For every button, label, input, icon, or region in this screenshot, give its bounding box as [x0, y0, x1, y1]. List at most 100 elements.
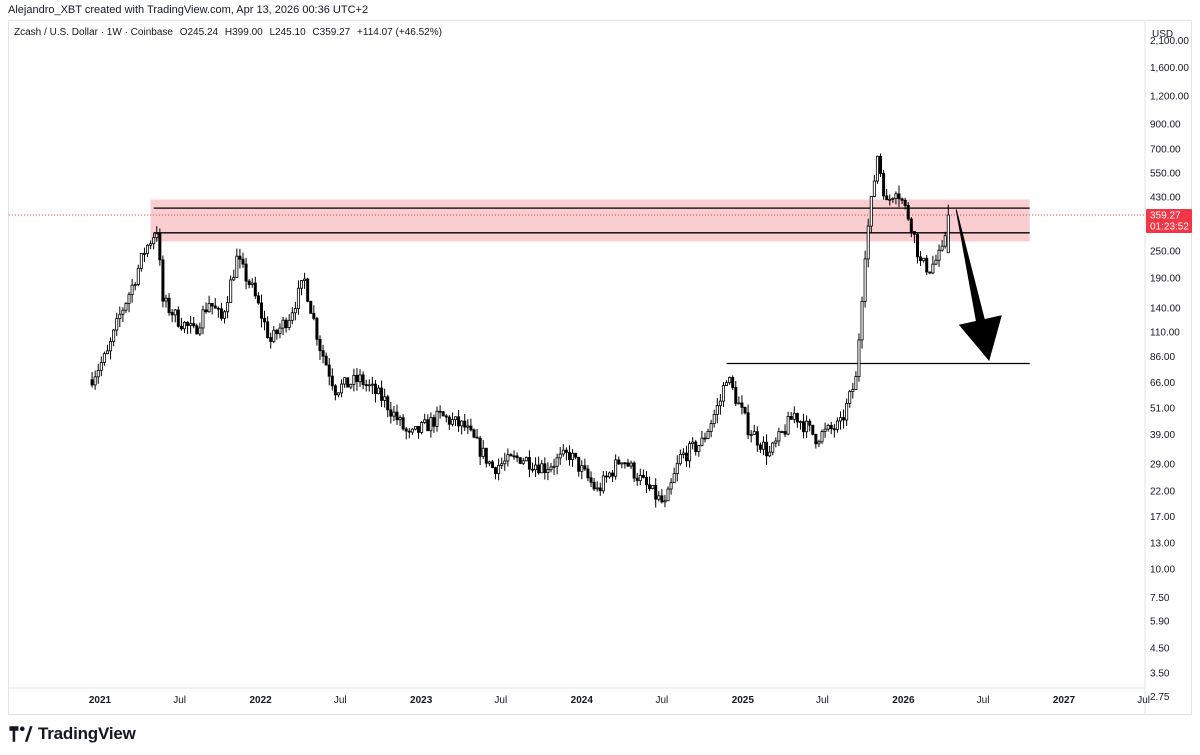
candle	[373, 379, 377, 403]
candle-body	[155, 233, 159, 238]
time-tick-label: 2022	[249, 695, 272, 706]
candle	[592, 477, 596, 492]
header-bar: Alejandro_XBT created with TradingView.c…	[0, 0, 1200, 20]
candle-body	[854, 376, 858, 390]
candle	[641, 469, 645, 479]
candle-body	[540, 463, 544, 474]
candle	[253, 276, 257, 299]
candle	[312, 305, 316, 321]
candle-body	[620, 462, 624, 465]
candle	[346, 377, 350, 388]
candle-body	[223, 311, 227, 319]
candle-body	[626, 462, 630, 467]
candle-body	[102, 353, 106, 363]
candle-body	[826, 424, 830, 430]
candle	[450, 412, 454, 427]
candle	[888, 194, 892, 206]
candle-body	[469, 425, 473, 431]
candle-body	[176, 309, 180, 327]
candle-body	[595, 487, 599, 490]
candle-body	[179, 325, 183, 330]
candle-body	[848, 391, 852, 404]
chart-credit: Alejandro_XBT created with TradingView.c…	[8, 4, 369, 16]
candle-body	[842, 417, 846, 421]
candle-body	[192, 323, 196, 327]
symbol-name: Zcash / U.S. Dollar · 1W · Coinbase	[14, 27, 173, 38]
candle-body	[845, 403, 849, 421]
candle	[691, 437, 695, 450]
candle	[105, 344, 109, 355]
candle	[284, 317, 288, 333]
candle-body	[450, 419, 454, 425]
candle-body	[786, 416, 790, 435]
candle-body	[367, 384, 371, 387]
candle	[586, 465, 590, 482]
candle	[176, 306, 180, 328]
candle	[595, 481, 599, 492]
candle	[869, 195, 873, 234]
candle-body	[352, 374, 356, 385]
candle-body	[506, 454, 510, 462]
candle	[626, 458, 630, 468]
candle-body	[219, 308, 223, 319]
candle-body	[657, 495, 661, 500]
price-tick-label: 2,100.00	[1150, 36, 1189, 47]
candle-body	[900, 198, 904, 201]
candle	[681, 448, 685, 459]
candle-body	[327, 364, 331, 377]
candle	[669, 478, 673, 495]
candle-body	[946, 214, 950, 254]
candle-body	[429, 417, 433, 432]
candle	[737, 396, 741, 405]
candle-body	[758, 444, 762, 450]
candle	[644, 471, 648, 494]
candle-body	[207, 302, 211, 313]
candle	[832, 423, 836, 438]
candle	[925, 255, 929, 275]
candle	[494, 466, 498, 480]
candle-body	[241, 258, 245, 265]
candle	[937, 244, 941, 267]
candles-layer	[90, 153, 950, 508]
candle-body	[500, 463, 504, 466]
candle-body	[663, 500, 667, 503]
candle-body	[432, 417, 436, 427]
candle-body	[651, 485, 655, 489]
candle-body	[377, 387, 381, 395]
candle	[490, 459, 494, 469]
candle	[447, 415, 451, 430]
candle	[336, 392, 340, 398]
candle-body	[906, 205, 910, 220]
candle-body	[380, 387, 384, 401]
candle	[204, 302, 208, 314]
candle-body	[915, 233, 919, 258]
candle	[309, 300, 313, 314]
time-tick-label: Jul	[816, 695, 829, 706]
candle-body	[783, 431, 787, 435]
candle-body	[531, 468, 535, 471]
candle-body	[728, 377, 732, 384]
candle	[558, 447, 562, 465]
candle-body	[885, 195, 889, 201]
candle-body	[765, 441, 769, 457]
candle-body	[309, 300, 313, 314]
candle-body	[401, 417, 405, 430]
price-tick-label: 1,600.00	[1150, 63, 1189, 74]
candle	[333, 384, 337, 401]
ohlc-open-label: O	[179, 27, 188, 38]
candle	[263, 310, 267, 331]
candle	[718, 393, 722, 415]
candle-body	[497, 465, 501, 475]
candle	[423, 413, 427, 425]
candle-body	[518, 457, 522, 464]
candle	[823, 422, 827, 438]
candle	[478, 435, 482, 466]
candle	[318, 335, 322, 360]
candle-body	[894, 193, 898, 199]
candle-body	[287, 319, 291, 329]
candle-body	[435, 410, 439, 427]
candle-body	[330, 375, 334, 387]
candle-body	[182, 321, 186, 330]
